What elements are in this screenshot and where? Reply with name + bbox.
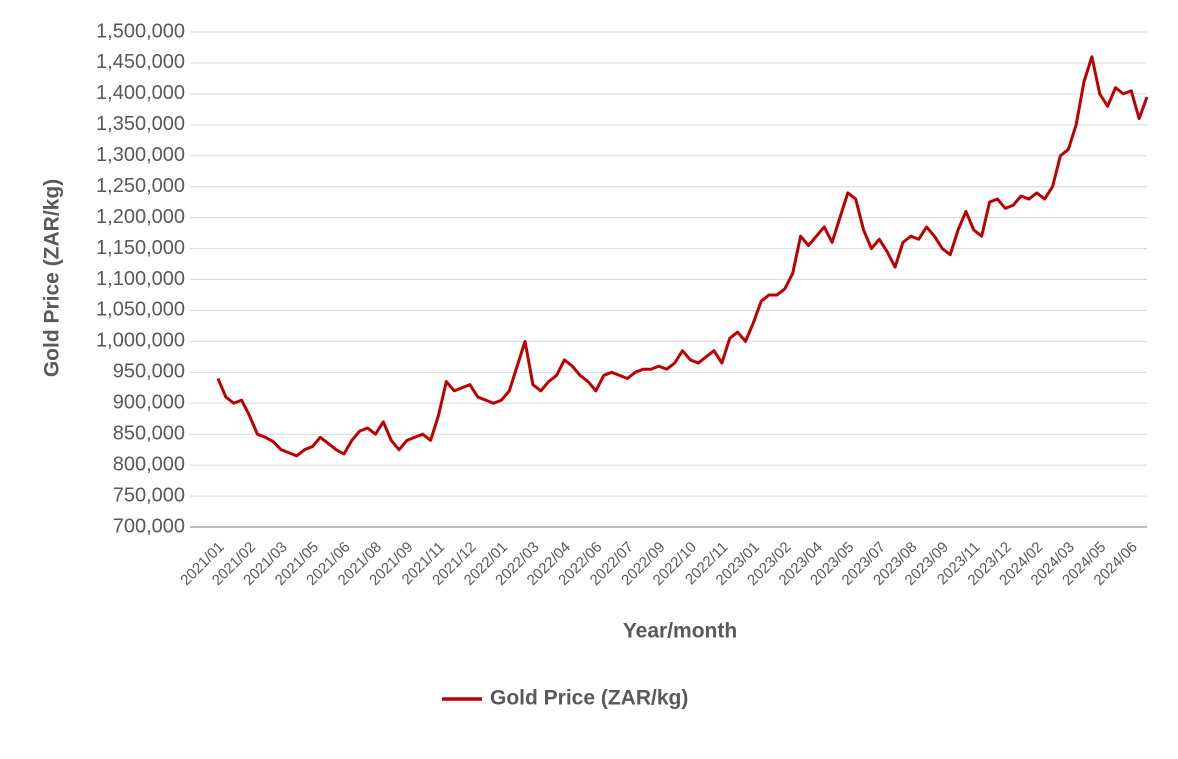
y-tick-label: 1,450,000 [96,51,185,73]
y-tick-label: 700,000 [113,515,185,537]
y-tick-label: 1,500,000 [96,20,185,42]
y-tick-label: 850,000 [113,422,185,444]
y-tick-label: 1,250,000 [96,175,185,197]
y-tick-label: 1,200,000 [96,206,185,228]
y-tick-label: 1,100,000 [96,268,185,290]
data-line [216,55,1149,458]
y-tick-label: 950,000 [113,361,185,383]
y-tick-label: 750,000 [113,484,185,506]
y-tick-label: 1,400,000 [96,82,185,104]
y-tick-label: 1,300,000 [96,144,185,166]
y-axis-title: Gold Price (ZAR/kg) [41,179,64,377]
y-tick-label: 1,350,000 [96,113,185,135]
y-tick-label: 800,000 [113,453,185,475]
x-axis-title: Year/month [623,620,737,643]
y-tick-label: 900,000 [113,392,185,414]
y-tick-label: 1,150,000 [96,237,185,259]
y-tick-label: 1,050,000 [96,299,185,321]
legend-label: Gold Price (ZAR/kg) [490,687,688,710]
y-tick-label: 1,000,000 [96,330,185,352]
